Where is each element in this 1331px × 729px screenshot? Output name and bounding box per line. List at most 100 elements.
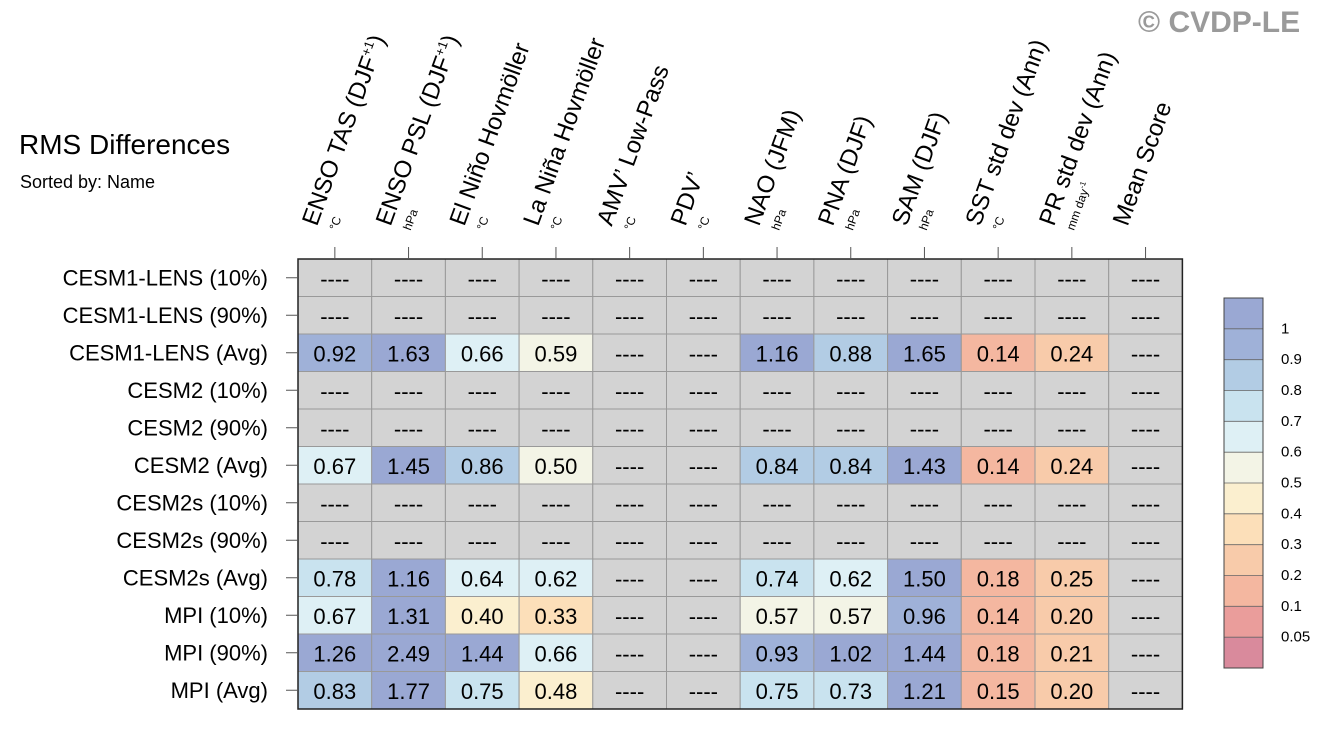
table-cell <box>518 446 594 485</box>
cell-value: 0.86 <box>461 454 504 479</box>
row-label: MPI (Avg) <box>171 678 268 703</box>
colorbar-label: 1 <box>1281 320 1289 337</box>
column-label: SAM (DJF) <box>887 108 953 229</box>
table-cell <box>1034 558 1110 597</box>
cell-value: 0.24 <box>1050 454 1093 479</box>
column-label: AMV’ Low-Pass <box>592 61 675 229</box>
cell-value: ---- <box>762 266 791 291</box>
table-cell <box>666 633 741 672</box>
cell-value: 0.24 <box>1050 341 1093 366</box>
cell-value: 0.14 <box>977 454 1020 479</box>
table-cell <box>1108 521 1183 560</box>
cell-value: ---- <box>689 266 718 291</box>
table-cell <box>371 446 446 485</box>
cell-value: ---- <box>1131 454 1160 479</box>
colorbar-label: 0.4 <box>1281 505 1302 522</box>
table-cell <box>592 558 667 597</box>
cell-value: ---- <box>983 266 1012 291</box>
row-label: CESM1-LENS (90%) <box>63 303 268 328</box>
cell-value: 0.14 <box>977 341 1020 366</box>
cell-value: ---- <box>689 529 718 554</box>
cell-value: ---- <box>468 379 497 404</box>
table-cell <box>1108 558 1183 597</box>
cell-value: ---- <box>615 379 644 404</box>
cell-value: 1.44 <box>903 641 946 666</box>
table-cell <box>444 633 520 672</box>
table-cell <box>518 521 594 560</box>
cell-value: ---- <box>910 529 939 554</box>
table-cell <box>666 671 741 710</box>
table-cell <box>371 258 446 297</box>
cell-value: 1.02 <box>829 641 872 666</box>
cell-value: ---- <box>762 529 791 554</box>
cell-value: 1.16 <box>756 341 799 366</box>
cell-value: 0.78 <box>313 566 356 591</box>
cell-value: ---- <box>1131 679 1160 704</box>
table-cell <box>297 446 373 485</box>
cell-value: ---- <box>983 304 1012 329</box>
cell-value: ---- <box>541 304 570 329</box>
cell-value: 0.75 <box>756 679 799 704</box>
table-cell <box>960 483 1036 522</box>
column-unit: hPa <box>842 207 863 232</box>
watermark: © CVDP-LE <box>1138 6 1301 39</box>
table-cell <box>1108 633 1183 672</box>
cell-value: ---- <box>1057 529 1086 554</box>
cell-value: ---- <box>1131 266 1160 291</box>
cell-value: ---- <box>836 266 865 291</box>
cell-value: ---- <box>910 379 939 404</box>
cell-value: ---- <box>1131 529 1160 554</box>
table-cell <box>813 446 889 485</box>
table-cell <box>592 483 667 522</box>
column-label: SST std dev (Ann) <box>960 36 1052 229</box>
table-cell <box>1034 596 1110 635</box>
cell-value: 0.64 <box>461 566 504 591</box>
cell-value: ---- <box>615 529 644 554</box>
row-label: MPI (90%) <box>164 640 268 665</box>
colorbar-label: 0.5 <box>1281 475 1302 492</box>
chart-title: RMS Differences <box>19 129 231 160</box>
table-cell <box>887 296 962 335</box>
cell-value: ---- <box>910 491 939 516</box>
row-label: MPI (10%) <box>164 603 268 628</box>
cell-value: ---- <box>615 679 644 704</box>
cell-value: 0.73 <box>829 679 872 704</box>
column-label: NAO (JFM) <box>739 106 806 229</box>
cell-value: 1.77 <box>387 679 430 704</box>
cell-value: ---- <box>468 266 497 291</box>
cell-value: ---- <box>541 416 570 441</box>
table-cell <box>444 333 520 372</box>
cell-value: ---- <box>762 379 791 404</box>
column-label: ENSO PSL (DJF+1) <box>371 31 465 229</box>
table-cell <box>960 333 1036 372</box>
cell-value: ---- <box>836 304 865 329</box>
colorbar-swatch <box>1224 513 1263 546</box>
table-cell <box>960 371 1036 410</box>
cell-value: ---- <box>689 604 718 629</box>
cell-value: 0.75 <box>461 679 504 704</box>
table-cell <box>666 371 741 410</box>
cell-value: 0.14 <box>977 604 1020 629</box>
column-unit: °C <box>695 214 713 232</box>
table-cell <box>739 633 815 672</box>
column-label: La Niña Hovmöller <box>518 34 611 229</box>
colorbar-label: 0.7 <box>1281 413 1302 430</box>
table-cell <box>371 633 446 672</box>
table-cell <box>813 521 889 560</box>
cell-value: 0.88 <box>829 341 872 366</box>
row-label: CESM2 (10%) <box>127 378 268 403</box>
cell-value: ---- <box>983 529 1012 554</box>
column-unit: °C <box>990 214 1008 232</box>
cell-value: ---- <box>541 491 570 516</box>
cell-value: ---- <box>689 454 718 479</box>
cell-value: ---- <box>541 379 570 404</box>
table-cell <box>297 408 373 447</box>
colorbar-label: 0.9 <box>1281 351 1302 368</box>
colorbar-label: 0.8 <box>1281 382 1302 399</box>
cell-value: 1.50 <box>903 566 946 591</box>
cell-value: 0.48 <box>535 679 578 704</box>
cell-value: ---- <box>1131 379 1160 404</box>
cell-value: 0.84 <box>829 454 872 479</box>
table-cell <box>1034 258 1110 297</box>
